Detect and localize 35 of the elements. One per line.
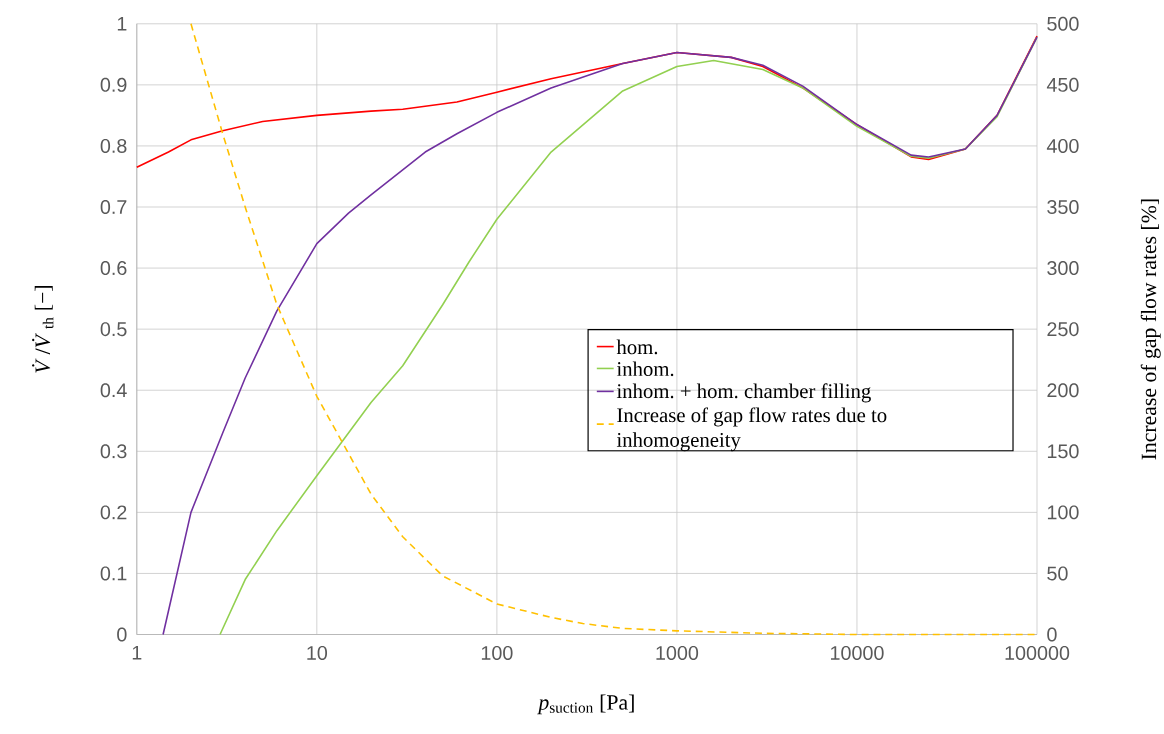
legend-label: inhom. bbox=[616, 361, 674, 377]
y-tick-label: 0.9 bbox=[100, 78, 127, 93]
y-tick-label: 0.7 bbox=[100, 200, 127, 215]
y2-tick-label: 250 bbox=[1047, 322, 1079, 337]
y2-axis-title: Increase of gap flow rates [%] bbox=[1140, 199, 1161, 460]
y2-tick-label: 0 bbox=[1047, 627, 1057, 642]
y-tick-label: 0.5 bbox=[100, 322, 127, 337]
y2-tick-label: 150 bbox=[1047, 444, 1079, 459]
y-axis-title: V̇/V̇$_{th}$ [−] bbox=[32, 286, 54, 373]
x-axis-title: p$_{suction}$ [Pa] bbox=[537, 694, 634, 715]
y2-tick-label: 400 bbox=[1046, 139, 1079, 154]
y-tick-label: 0 bbox=[117, 627, 127, 642]
x-tick-label: 10000 bbox=[831, 646, 884, 661]
x-tick-label: 1 bbox=[132, 646, 142, 660]
y-tick-label: 0.1 bbox=[100, 566, 127, 581]
legend-label: inhom. + hom. chamber filling bbox=[616, 383, 871, 403]
y2-tick-label: 350 bbox=[1047, 200, 1079, 215]
legend-label: Increase of gap flow rates due to inhomogeneity bbox=[616, 407, 887, 452]
x-tick-label: 1000 bbox=[656, 646, 699, 661]
y2-tick-label: 500 bbox=[1047, 16, 1079, 31]
y2-tick-label: 100 bbox=[1047, 505, 1079, 520]
x-tick-label: 100000 bbox=[1005, 646, 1070, 661]
x-tick-label: 100 bbox=[481, 646, 513, 661]
y2-tick-label: 50 bbox=[1047, 566, 1068, 581]
y2-tick-label: 200 bbox=[1047, 383, 1079, 398]
legend-label: hom. bbox=[616, 339, 658, 355]
y-tick-label: 0.3 bbox=[100, 444, 127, 459]
y2-tick-label: 450 bbox=[1046, 78, 1079, 93]
x-tick-label: 10 bbox=[307, 646, 328, 661]
y-tick-label: 1 bbox=[117, 17, 127, 31]
y-tick-label: 0.4 bbox=[100, 383, 127, 398]
y-tick-label: 0.2 bbox=[100, 505, 127, 520]
y2-tick-label: 300 bbox=[1047, 261, 1079, 276]
y-tick-label: 0.8 bbox=[100, 139, 127, 154]
y-tick-label: 0.6 bbox=[100, 261, 127, 276]
